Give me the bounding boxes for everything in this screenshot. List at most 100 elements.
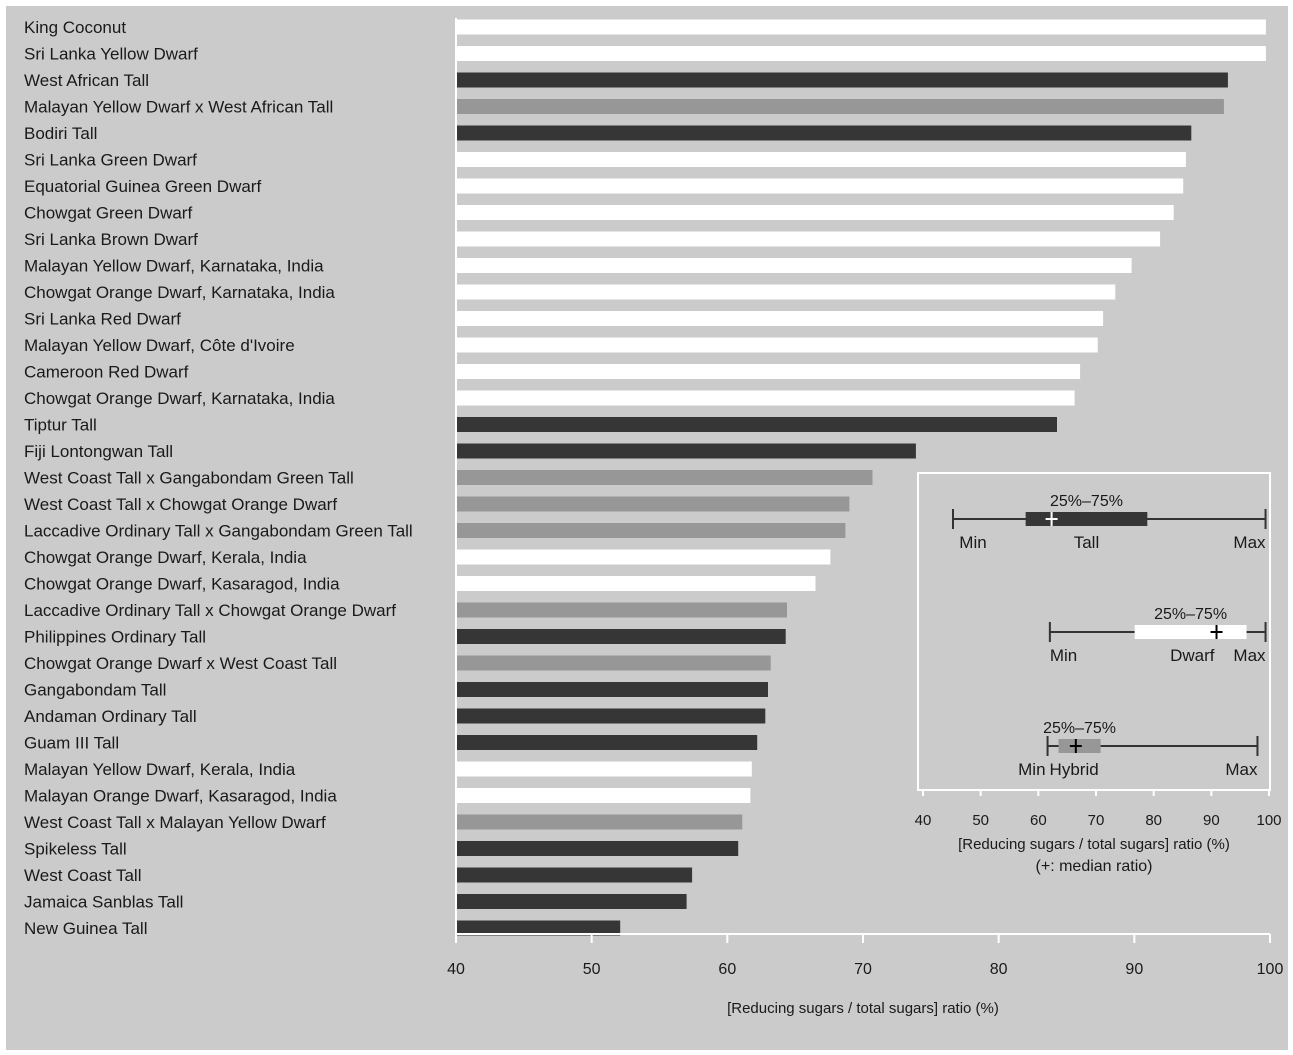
bar bbox=[456, 311, 1104, 326]
bar bbox=[456, 629, 786, 644]
bar bbox=[456, 231, 1161, 247]
inset-group-label: Dwarf bbox=[1170, 646, 1215, 665]
bar bbox=[456, 867, 693, 883]
bar bbox=[456, 761, 752, 777]
inset-max-label: Max bbox=[1233, 646, 1266, 665]
category-label: Bodiri Tall bbox=[24, 124, 97, 143]
category-label: Andaman Ordinary Tall bbox=[24, 707, 197, 726]
bar bbox=[456, 152, 1186, 167]
bar bbox=[456, 735, 758, 750]
bar bbox=[456, 284, 1116, 300]
x-tick-label: 40 bbox=[447, 961, 465, 978]
inset-group-label: Tall bbox=[1074, 533, 1100, 552]
bar bbox=[456, 549, 831, 565]
x-tick-label: 90 bbox=[1125, 961, 1143, 978]
category-label: Sri Lanka Yellow Dwarf bbox=[24, 45, 198, 64]
bar bbox=[456, 523, 846, 538]
bar bbox=[456, 496, 850, 512]
inset-x-tick-label: 50 bbox=[972, 812, 989, 829]
bar bbox=[456, 788, 751, 803]
bar bbox=[456, 99, 1224, 114]
inset-min-label: Min bbox=[959, 533, 986, 552]
category-label: Cameroon Red Dwarf bbox=[24, 363, 189, 382]
category-label: Malayan Yellow Dwarf x West African Tall bbox=[24, 98, 333, 117]
bar bbox=[456, 72, 1228, 88]
inset-x-tick-label: 60 bbox=[1030, 812, 1047, 829]
x-axis-label: [Reducing sugars / total sugars] ratio (… bbox=[727, 1000, 999, 1017]
category-label: Spikeless Tall bbox=[24, 840, 127, 859]
bar bbox=[456, 443, 916, 459]
inset-x-tick-label: 40 bbox=[915, 812, 932, 829]
category-label: Sri Lanka Red Dwarf bbox=[24, 310, 181, 329]
inset-median-note: (+: median ratio) bbox=[1036, 858, 1153, 875]
inset-x-axis-label: [Reducing sugars / total sugars] ratio (… bbox=[958, 836, 1230, 853]
category-label: Chowgat Orange Dwarf x West Coast Tall bbox=[24, 654, 337, 673]
bar bbox=[456, 814, 743, 830]
category-label: West Coast Tall x Malayan Yellow Dwarf bbox=[24, 813, 326, 832]
inset-max-label: Max bbox=[1233, 533, 1266, 552]
category-label: Malayan Yellow Dwarf, Côte d'Ivoire bbox=[24, 336, 295, 355]
category-labels: King Coconut Sri Lanka Yellow Dwarf West A… bbox=[24, 18, 413, 938]
category-label: Malayan Orange Dwarf, Kasaragod, India bbox=[24, 787, 337, 806]
inset-x-tick-label: 100 bbox=[1256, 812, 1281, 829]
x-tick-label: 80 bbox=[990, 961, 1008, 978]
category-label: Gangabondam Tall bbox=[24, 681, 166, 700]
bar bbox=[456, 417, 1057, 432]
bar bbox=[456, 19, 1266, 35]
inset-x-tick-label: 80 bbox=[1145, 812, 1162, 829]
x-tick-label: 60 bbox=[718, 961, 736, 978]
category-label: Guam III Tall bbox=[24, 734, 119, 753]
x-axis: 40 50 60 70 80 90 100 bbox=[447, 18, 1283, 978]
category-label: Fiji Lontongwan Tall bbox=[24, 442, 173, 461]
bar bbox=[456, 920, 621, 936]
inset-min-label: Min bbox=[1050, 646, 1077, 665]
bar bbox=[456, 576, 816, 591]
bar bbox=[456, 841, 739, 856]
category-label: Malayan Yellow Dwarf, Karnataka, India bbox=[24, 257, 324, 276]
category-label: Equatorial Guinea Green Dwarf bbox=[24, 177, 261, 196]
category-label: Chowgat Orange Dwarf, Karnataka, India bbox=[24, 283, 335, 302]
x-tick-label: 70 bbox=[854, 961, 872, 978]
bar bbox=[456, 682, 768, 697]
inset-iqr-label: 25%–75% bbox=[1043, 720, 1116, 737]
category-label: Malayan Yellow Dwarf, Kerala, India bbox=[24, 760, 296, 779]
inset-x-tick-label: 70 bbox=[1088, 812, 1105, 829]
category-label: Philippines Ordinary Tall bbox=[24, 628, 206, 647]
category-label: Tiptur Tall bbox=[24, 416, 97, 435]
inset-max-label: Max bbox=[1225, 760, 1258, 779]
bar bbox=[456, 46, 1266, 61]
category-label: Chowgat Green Dwarf bbox=[24, 204, 192, 223]
category-label: West African Tall bbox=[24, 71, 149, 90]
bar bbox=[456, 258, 1132, 273]
x-tick-label: 50 bbox=[583, 961, 601, 978]
inset-x-tick-label: 90 bbox=[1203, 812, 1220, 829]
category-label: Chowgat Orange Dwarf, Karnataka, India bbox=[24, 389, 335, 408]
category-label: Jamaica Sanblas Tall bbox=[24, 893, 183, 912]
category-label: Chowgat Orange Dwarf, Kerala, India bbox=[24, 548, 307, 567]
inset-box bbox=[1025, 512, 1148, 526]
category-label: New Guinea Tall bbox=[24, 919, 147, 938]
bar bbox=[456, 125, 1192, 141]
inset-iqr-label: 25%–75% bbox=[1154, 606, 1227, 623]
category-label: Sri Lanka Green Dwarf bbox=[24, 151, 197, 170]
bars-layer bbox=[456, 19, 1266, 936]
bar bbox=[456, 602, 787, 618]
x-tick-label: 100 bbox=[1257, 961, 1284, 978]
inset-border bbox=[917, 472, 1271, 791]
bar bbox=[456, 894, 687, 909]
bar bbox=[456, 364, 1081, 379]
inset-iqr-label: 25%–75% bbox=[1050, 493, 1123, 510]
category-label: Laccadive Ordinary Tall x Chowgat Orange… bbox=[24, 601, 396, 620]
bar bbox=[456, 337, 1098, 353]
bar bbox=[456, 655, 771, 671]
inset-boxplot: 25%–75% Min Tall Max 25%–75% Min Dwarf Max 25%–7… bbox=[915, 472, 1282, 875]
inset-boxes: 25%–75% Min Tall Max 25%–75% Min Dwarf Max 25%–7… bbox=[951, 493, 1267, 779]
bar bbox=[456, 708, 766, 724]
category-label: Laccadive Ordinary Tall x Gangabondam Gr… bbox=[24, 522, 413, 541]
bar bbox=[456, 390, 1075, 406]
inset-group-label: Hybrid bbox=[1050, 760, 1099, 779]
category-label: Chowgat Orange Dwarf, Kasaragod, India bbox=[24, 575, 340, 594]
bar bbox=[456, 178, 1184, 194]
inset-x-axis: 40 50 60 70 80 90 100 bbox=[915, 790, 1282, 829]
